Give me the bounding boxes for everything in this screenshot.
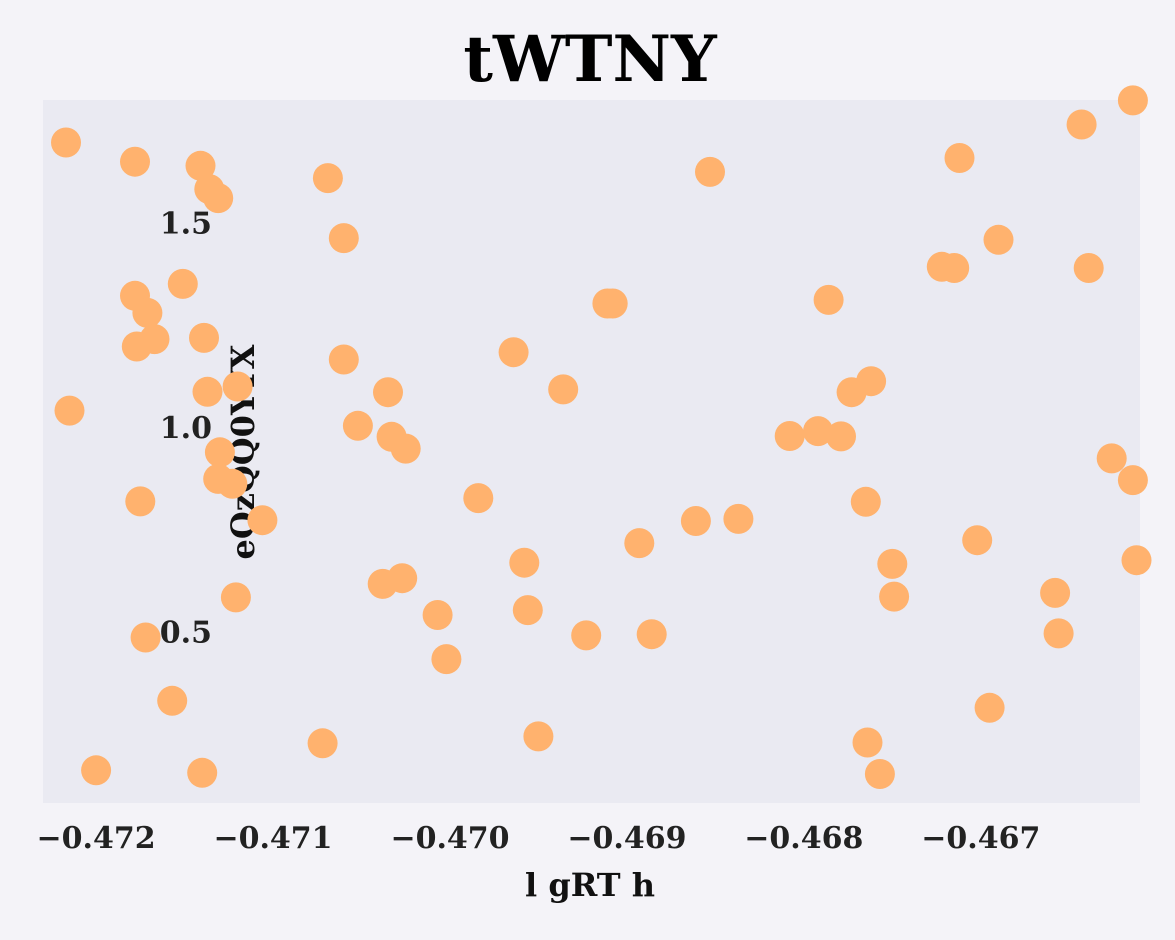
scatter-point [962, 525, 993, 556]
scatter-point [373, 377, 403, 408]
scatter-point [125, 486, 156, 517]
scatter-point [1117, 85, 1148, 116]
scatter-point [864, 759, 895, 789]
scatter-point [723, 503, 754, 534]
scatter-point [826, 421, 856, 452]
scatter-point [220, 582, 251, 613]
scatter-point [120, 146, 150, 177]
scatter-point [422, 600, 453, 630]
scatter-point [1073, 253, 1104, 283]
scatter-point [695, 156, 725, 187]
x-tick-label: −0.471 [213, 821, 332, 856]
scatter-point [939, 253, 970, 283]
scatter-point [498, 337, 529, 368]
scatter-point [624, 528, 655, 559]
x-tick-label: −0.468 [744, 821, 863, 856]
scatter-point [130, 622, 161, 653]
x-tick-label: −0.472 [37, 821, 156, 856]
x-tick-label: −0.470 [390, 821, 509, 856]
scatter-point [81, 755, 112, 786]
y-tick-label: 1.5 [160, 207, 212, 242]
scatter-point [328, 223, 359, 254]
scatter-point [512, 595, 543, 626]
scatter-point [312, 163, 343, 194]
scatter-point [1117, 465, 1148, 496]
scatter-point [185, 150, 216, 181]
scatter-point [51, 127, 81, 158]
scatter-point [1040, 577, 1071, 608]
x-axis-label: l gRT h [525, 866, 655, 904]
scatter-point [203, 463, 234, 494]
scatter-point [203, 183, 234, 214]
scatter-point [852, 727, 883, 758]
scatter-point [774, 421, 805, 451]
scatter-point [1066, 109, 1097, 140]
scatter-point [877, 548, 908, 579]
scatter-point [157, 685, 188, 716]
scatter-point [192, 376, 223, 407]
x-tick-label: −0.467 [921, 821, 1040, 856]
scatter-point [944, 143, 975, 173]
scatter-point [879, 581, 910, 612]
scatter-point [390, 433, 421, 464]
scatter-point [54, 395, 85, 426]
scatter-point [222, 371, 253, 402]
scatter-point [597, 288, 628, 319]
scatter-point [680, 506, 711, 536]
chart-title: tWTNY [463, 22, 718, 97]
scatter-point [850, 486, 881, 517]
scatter-point [548, 374, 579, 405]
scatter-point [204, 437, 235, 468]
scatter-point [803, 416, 833, 447]
scatter-point [189, 322, 219, 353]
scatter-point [974, 692, 1005, 723]
y-tick-label: 0.5 [160, 615, 212, 650]
scatter-point [1096, 443, 1127, 474]
scatter-point [132, 297, 163, 328]
x-tick-label: −0.469 [567, 821, 686, 856]
scatter-point [571, 620, 602, 651]
scatter-point [463, 483, 494, 514]
scatter-point [187, 757, 218, 788]
scatter-point [983, 224, 1014, 255]
scatter-point [167, 268, 198, 299]
y-tick-label: 1.0 [160, 411, 212, 446]
scatter-point [342, 410, 373, 441]
scatter-point [328, 344, 359, 375]
scatter-point [431, 644, 462, 675]
scatter-point [247, 505, 278, 536]
scatter-point [636, 619, 667, 650]
scatter-point [856, 366, 887, 397]
y-ticks: 0.5 1.0 1.5 [160, 207, 212, 651]
scatter-point [813, 284, 844, 315]
scatter-point [1043, 618, 1074, 649]
scatter-point [307, 728, 338, 759]
x-ticks: −0.472 −0.471 −0.470 −0.469 −0.468 −0.467 [37, 821, 1041, 856]
scatter-point [509, 547, 540, 578]
scatter-point [1121, 545, 1152, 576]
data-points [51, 85, 1152, 789]
scatter-point [523, 721, 554, 752]
scatter-point [387, 563, 418, 594]
scatter-point [139, 324, 170, 355]
